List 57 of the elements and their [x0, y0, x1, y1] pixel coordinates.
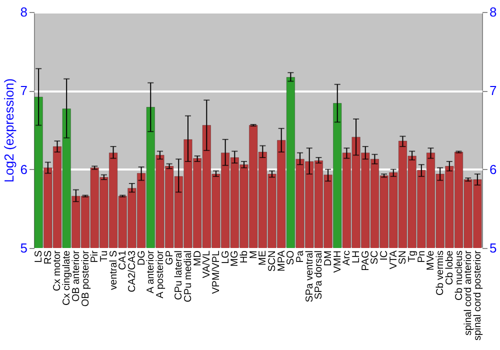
y2-tick-label: 5	[490, 240, 497, 256]
x-tick-label: spinal cord anterior	[463, 250, 474, 336]
x-tick-label: OB posterior	[80, 250, 92, 307]
x-tick-label: PAG	[360, 250, 372, 271]
x-tick-label: RS	[42, 250, 54, 264]
x-tick-label: OB anterior	[70, 250, 82, 302]
x-tick-label: SPa dorsal	[314, 250, 325, 300]
x-tick-label: CA2/CA3	[126, 250, 138, 292]
x-tick-label: Cb lobe	[444, 250, 456, 285]
x-tick-label: VTA	[388, 250, 400, 270]
x-tick-label: DM	[323, 250, 334, 266]
x-tick-label: VMH	[332, 250, 344, 273]
x-tick-label: ME	[258, 250, 269, 266]
x-tick-label: DG	[136, 250, 148, 266]
x-tick-label: VPM/VPL	[210, 250, 222, 294]
y2-tick-label: 6	[490, 162, 497, 177]
y-tick-label: 8	[20, 4, 28, 20]
x-tick-label: SN	[398, 250, 409, 264]
x-tick-label: SCN	[267, 250, 278, 272]
x-tick-label: Pn	[416, 250, 428, 263]
y2-tick-label: 7	[490, 83, 497, 98]
y-tick-label: 6	[20, 162, 28, 177]
x-tick-label: GP	[164, 250, 176, 265]
x-tick-label: VA/VL	[202, 250, 213, 278]
x-tick-label: SPa ventral	[304, 250, 316, 302]
x-tick-label: Pir	[90, 250, 101, 263]
x-tick-label: MVe	[426, 250, 437, 271]
x-tick-label: A posterior	[154, 250, 166, 298]
x-tick-label: Cx motor	[52, 250, 64, 292]
x-tick-label: SC	[370, 250, 381, 264]
x-tick-label: Tg	[407, 250, 418, 262]
y-tick-label: 5	[20, 240, 28, 256]
x-tick-label: MPA	[276, 250, 288, 272]
x-tick-label: CPu lateral	[174, 250, 185, 300]
x-tick-label: CPu medial	[182, 250, 194, 302]
x-tick-label: LG	[220, 250, 232, 264]
x-tick-label: SO	[286, 250, 297, 265]
x-tick-label: LH	[351, 250, 362, 264]
x-tick-label: MG	[230, 250, 241, 267]
x-tick-label: Tu	[98, 250, 110, 262]
x-tick-label: A anterior	[146, 250, 157, 294]
x-tick-label: Cb nucleus	[454, 250, 465, 301]
x-tick-label: MD	[192, 250, 204, 266]
x-tick-label: Pa	[295, 250, 306, 263]
x-tick-label: spinal cord posterior	[472, 250, 484, 341]
x-tick-label: CA1	[118, 250, 129, 270]
x-tick-label: Hb	[238, 250, 250, 264]
y-axis-title: Log2 (expression)	[1, 78, 16, 183]
x-tick-label: LS	[34, 250, 45, 263]
x-tick-label: ventral S	[108, 250, 120, 290]
x-tick-label: Arc	[342, 250, 353, 266]
y2-tick-label: 8	[490, 4, 497, 20]
x-tick-label: M	[248, 250, 260, 259]
x-tick-label: Cx cingulate	[62, 250, 73, 306]
x-tick-label: IC	[379, 250, 390, 260]
x-tick-label: Cb vermis	[435, 250, 446, 296]
y-tick-label: 7	[20, 83, 28, 98]
